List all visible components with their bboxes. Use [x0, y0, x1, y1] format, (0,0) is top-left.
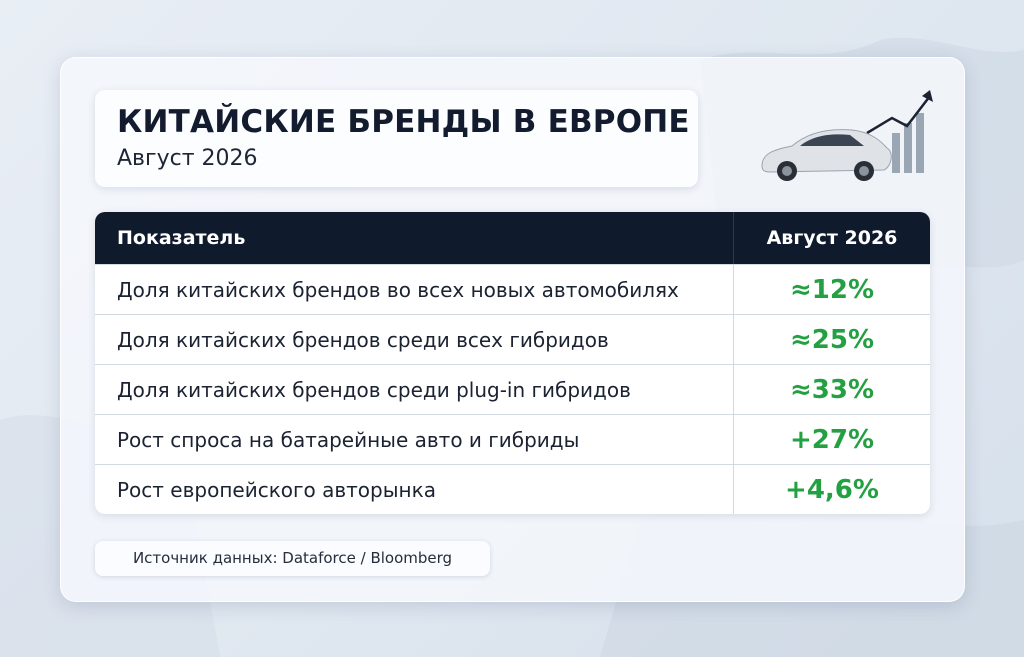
table-row: Доля китайских брендов среди всех гибрид…: [95, 314, 930, 364]
indicator-label: Доля китайских брендов среди plug-in гиб…: [95, 364, 733, 414]
car-illustration: [761, 90, 933, 181]
title-box: КИТАЙСКИЕ БРЕНДЫ В ЕВРОПЕ Август 2026: [95, 90, 698, 187]
table-row: Доля китайских брендов среди plug-in гиб…: [95, 364, 930, 414]
indicator-label: Доля китайских брендов во всех новых авт…: [95, 264, 733, 314]
indicator-value: ≈33%: [733, 364, 930, 414]
indicator-value: +4,6%: [733, 464, 930, 514]
table-row: Рост спроса на батарейные авто и гибриды…: [95, 414, 930, 464]
indicator-value: ≈25%: [733, 314, 930, 364]
table-row: Доля китайских брендов во всех новых авт…: [95, 264, 930, 314]
source-note: Источник данных: Dataforce / Bloomberg: [95, 541, 490, 576]
indicator-value: +27%: [733, 414, 930, 464]
column-header: Показатель: [95, 212, 733, 264]
indicator-label: Доля китайских брендов среди всех гибрид…: [95, 314, 733, 364]
data-table: Показатель Август 2026 Доля китайских бр…: [95, 212, 930, 514]
indicator-label: Рост спроса на батарейные авто и гибриды: [95, 414, 733, 464]
indicator-value: ≈12%: [733, 264, 930, 314]
header-row: Показатель Август 2026: [95, 212, 930, 264]
title: КИТАЙСКИЕ БРЕНДЫ В ЕВРОПЕ: [117, 104, 690, 140]
table-row: Рост европейского авторынка +4,6%: [95, 464, 930, 514]
subtitle: Август 2026: [117, 146, 258, 171]
indicator-label: Рост европейского авторынка: [95, 464, 733, 514]
column-header: Август 2026: [733, 212, 930, 264]
